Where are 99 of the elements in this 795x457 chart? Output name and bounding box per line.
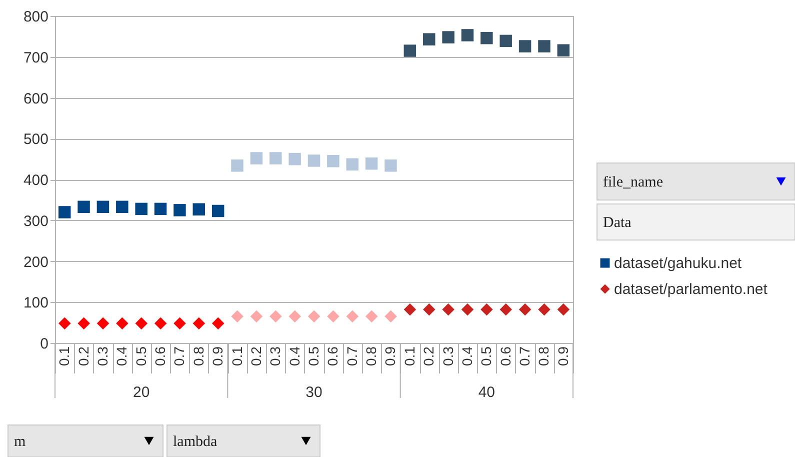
point xyxy=(518,40,532,52)
x-tick-label: 0.9 xyxy=(210,346,226,366)
text: Data xyxy=(603,215,632,231)
text: 40 xyxy=(478,384,496,401)
point xyxy=(384,159,397,172)
point xyxy=(78,317,90,330)
x-tick-label: 0.7 xyxy=(516,346,533,366)
x-tick-label: 0.5 xyxy=(478,346,494,366)
point xyxy=(96,317,110,330)
legend-label: dataset/parlamento.net xyxy=(614,281,768,298)
point xyxy=(58,317,71,330)
x-tick-label: 0.4 xyxy=(286,346,302,366)
y-tick-label: 500 xyxy=(23,131,48,148)
text: m xyxy=(14,434,26,450)
x-tick-label: 0.8 xyxy=(190,346,206,366)
x-tick-label: 0.4 xyxy=(458,346,475,366)
x-tick-label: 0.3 xyxy=(440,346,456,366)
point xyxy=(192,317,206,330)
point xyxy=(116,317,128,330)
point xyxy=(500,34,512,48)
point xyxy=(346,158,358,170)
x-tick-label: 0.1 xyxy=(56,346,72,366)
y-tick-label: 100 xyxy=(23,294,48,312)
point xyxy=(327,154,340,168)
point xyxy=(461,303,474,316)
x-tick-label: 0.6 xyxy=(324,346,341,366)
point xyxy=(250,310,263,323)
point xyxy=(518,303,532,316)
x-tick-label: 0.2 xyxy=(75,346,92,366)
point xyxy=(404,303,416,316)
point xyxy=(174,317,186,330)
point xyxy=(135,202,148,216)
point xyxy=(231,310,244,323)
point xyxy=(308,310,320,323)
y-tick-label: 300 xyxy=(23,212,48,230)
point xyxy=(58,206,71,218)
point xyxy=(442,303,454,316)
point xyxy=(422,33,436,46)
point xyxy=(154,202,167,216)
point xyxy=(480,303,493,316)
point xyxy=(404,44,416,57)
x-tick-label: 0.9 xyxy=(554,346,571,366)
point xyxy=(480,32,493,44)
x-tick-label: 0.7 xyxy=(344,346,360,366)
point xyxy=(538,303,550,316)
point xyxy=(461,29,474,42)
y-tick-label: 400 xyxy=(23,172,48,189)
x-tick-label: 0.3 xyxy=(94,346,110,366)
x-tick-label: 0.3 xyxy=(267,346,284,366)
y-tick-label: 800 xyxy=(23,8,48,26)
y-tick-label: 600 xyxy=(23,90,48,108)
point xyxy=(270,152,282,164)
point xyxy=(384,310,397,323)
point xyxy=(174,204,186,216)
point xyxy=(212,204,224,218)
point xyxy=(231,159,244,172)
x-tick-label: 0.4 xyxy=(114,346,130,366)
y-tick-label: 0 xyxy=(40,336,48,352)
point xyxy=(212,317,224,330)
point xyxy=(135,317,148,330)
x-tick-label: 0.6 xyxy=(497,346,514,366)
point xyxy=(116,200,128,214)
x-tick-label: 0.8 xyxy=(363,346,380,366)
point xyxy=(288,310,301,323)
point xyxy=(365,157,378,170)
point xyxy=(557,303,570,316)
x-tick-label: 0.5 xyxy=(132,346,149,366)
point xyxy=(154,317,167,330)
point xyxy=(78,200,90,214)
point xyxy=(422,303,436,316)
point xyxy=(346,310,358,323)
x-tick-label: 0.1 xyxy=(401,346,418,366)
y-tick-label: 700 xyxy=(23,49,48,66)
text: file_name xyxy=(603,174,664,190)
text: lambda xyxy=(173,434,218,450)
point xyxy=(557,44,570,56)
x-tick-label: 0.5 xyxy=(306,346,322,366)
legend-label: dataset/gahuku.net xyxy=(614,255,742,272)
x-tick-label: 0.7 xyxy=(171,346,188,366)
point xyxy=(365,310,378,323)
point xyxy=(250,152,263,164)
text: 20 xyxy=(132,384,150,401)
point xyxy=(96,200,110,214)
point xyxy=(270,310,282,323)
x-tick-label: 0.1 xyxy=(228,346,245,366)
point xyxy=(288,152,301,166)
text: 30 xyxy=(306,384,322,401)
x-tick-label: 0.2 xyxy=(248,346,264,366)
point xyxy=(308,154,320,167)
x-tick-label: 0.9 xyxy=(382,346,398,366)
point xyxy=(192,203,206,216)
x-tick-label: 0.2 xyxy=(420,346,437,366)
point xyxy=(500,303,512,316)
x-tick-label: 0.8 xyxy=(536,346,552,366)
y-tick-label: 200 xyxy=(23,254,48,271)
point xyxy=(538,40,550,52)
point xyxy=(442,31,454,44)
x-tick-label: 0.6 xyxy=(152,346,168,366)
point xyxy=(327,310,340,323)
